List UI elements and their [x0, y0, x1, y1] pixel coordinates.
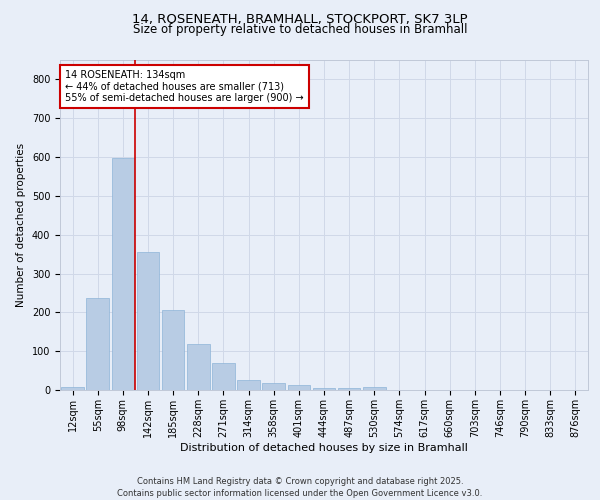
- Bar: [112, 158, 134, 390]
- Y-axis label: Number of detached properties: Number of detached properties: [16, 143, 26, 307]
- Bar: [162, 310, 184, 390]
- Bar: [237, 380, 260, 390]
- Bar: [212, 363, 235, 390]
- Bar: [363, 387, 386, 390]
- Bar: [187, 344, 209, 390]
- Bar: [137, 252, 160, 390]
- Bar: [262, 384, 285, 390]
- Text: Contains HM Land Registry data © Crown copyright and database right 2025.
Contai: Contains HM Land Registry data © Crown c…: [118, 476, 482, 498]
- Bar: [86, 298, 109, 390]
- Bar: [287, 385, 310, 390]
- Bar: [61, 387, 84, 390]
- Text: 14, ROSENEATH, BRAMHALL, STOCKPORT, SK7 3LP: 14, ROSENEATH, BRAMHALL, STOCKPORT, SK7 …: [132, 12, 468, 26]
- Bar: [338, 388, 361, 390]
- X-axis label: Distribution of detached houses by size in Bramhall: Distribution of detached houses by size …: [180, 442, 468, 452]
- Text: 14 ROSENEATH: 134sqm
← 44% of detached houses are smaller (713)
55% of semi-deta: 14 ROSENEATH: 134sqm ← 44% of detached h…: [65, 70, 304, 103]
- Text: Size of property relative to detached houses in Bramhall: Size of property relative to detached ho…: [133, 22, 467, 36]
- Bar: [313, 388, 335, 390]
